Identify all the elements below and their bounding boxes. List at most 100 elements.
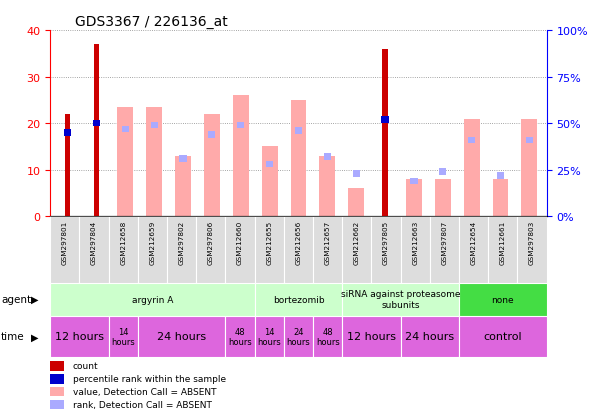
Bar <box>180 156 187 162</box>
Bar <box>382 50 388 217</box>
Bar <box>497 173 504 179</box>
Bar <box>401 316 459 357</box>
Bar <box>342 283 459 316</box>
Bar <box>372 217 401 283</box>
Bar <box>94 45 99 217</box>
Text: percentile rank within the sample: percentile rank within the sample <box>73 374 226 383</box>
Bar <box>255 217 284 283</box>
Bar <box>255 283 342 316</box>
Text: GSM297802: GSM297802 <box>178 220 184 264</box>
Text: ▶: ▶ <box>31 332 38 342</box>
Bar <box>284 316 313 357</box>
Text: count: count <box>73 361 98 370</box>
Text: argyrin A: argyrin A <box>132 295 173 304</box>
Bar <box>233 96 249 217</box>
Bar <box>266 161 273 168</box>
Text: GSM212658: GSM212658 <box>120 220 126 264</box>
Bar <box>381 117 389 123</box>
Text: 24
hours: 24 hours <box>287 327 310 346</box>
Bar <box>430 217 459 283</box>
Text: 48
hours: 48 hours <box>228 327 252 346</box>
Bar <box>50 361 64 371</box>
Bar <box>255 316 284 357</box>
Text: GSM212662: GSM212662 <box>354 220 360 264</box>
Bar <box>109 316 138 357</box>
Bar <box>262 147 278 217</box>
Bar <box>204 114 220 217</box>
Bar <box>435 180 451 217</box>
Bar <box>319 157 335 217</box>
Bar <box>406 180 422 217</box>
Bar <box>526 138 533 144</box>
Bar <box>401 217 430 283</box>
Bar <box>151 123 158 129</box>
Bar <box>50 283 255 316</box>
Bar <box>64 130 71 136</box>
Bar <box>295 128 302 135</box>
Bar <box>50 374 64 384</box>
Bar <box>225 316 255 357</box>
Text: GSM297807: GSM297807 <box>441 220 447 264</box>
Bar <box>175 157 191 217</box>
Bar <box>459 316 547 357</box>
Text: GSM212654: GSM212654 <box>470 220 477 264</box>
Bar <box>410 178 417 185</box>
Text: value, Detection Call = ABSENT: value, Detection Call = ABSENT <box>73 387 216 396</box>
Text: GSM212660: GSM212660 <box>237 220 243 264</box>
Bar <box>353 171 360 177</box>
Text: 12 hours: 12 hours <box>347 332 396 342</box>
Bar <box>342 316 401 357</box>
Bar <box>138 316 225 357</box>
Bar <box>492 180 508 217</box>
Text: 14
hours: 14 hours <box>257 327 281 346</box>
Bar <box>50 217 79 283</box>
Bar <box>464 119 479 217</box>
Text: GSM212656: GSM212656 <box>296 220 301 264</box>
Text: GSM297805: GSM297805 <box>383 220 389 264</box>
Text: bortezomib: bortezomib <box>272 295 324 304</box>
Bar <box>342 217 372 283</box>
Text: agent: agent <box>1 294 31 304</box>
Text: GSM212661: GSM212661 <box>500 220 506 264</box>
Text: rank, Detection Call = ABSENT: rank, Detection Call = ABSENT <box>73 400 212 409</box>
Bar <box>237 123 244 129</box>
Bar <box>284 217 313 283</box>
Bar <box>518 217 547 283</box>
Bar <box>225 217 255 283</box>
Bar <box>146 108 162 217</box>
Text: ▶: ▶ <box>31 294 38 304</box>
Text: control: control <box>483 332 522 342</box>
Text: 48
hours: 48 hours <box>316 327 340 346</box>
Text: GDS3367 / 226136_at: GDS3367 / 226136_at <box>75 14 228 28</box>
Text: siRNA against proteasome
subunits: siRNA against proteasome subunits <box>341 290 460 309</box>
Bar <box>65 114 70 217</box>
Bar <box>348 189 364 217</box>
Bar <box>50 400 64 409</box>
Text: 24 hours: 24 hours <box>405 332 454 342</box>
Bar <box>521 119 537 217</box>
Bar <box>439 169 446 176</box>
Bar <box>459 217 488 283</box>
Bar <box>167 217 196 283</box>
Bar <box>313 217 342 283</box>
Text: GSM297803: GSM297803 <box>529 220 535 264</box>
Bar <box>50 387 64 396</box>
Bar <box>118 108 133 217</box>
Text: GSM212657: GSM212657 <box>324 220 330 264</box>
Bar <box>324 154 331 161</box>
Text: time: time <box>1 332 25 342</box>
Bar <box>488 217 518 283</box>
Bar <box>459 283 547 316</box>
Text: 24 hours: 24 hours <box>157 332 206 342</box>
Text: GSM212655: GSM212655 <box>267 220 272 264</box>
Bar <box>93 121 100 127</box>
Text: none: none <box>492 295 514 304</box>
Bar <box>468 138 475 144</box>
Bar <box>291 101 306 217</box>
Bar <box>50 316 109 357</box>
Bar <box>196 217 225 283</box>
Text: GSM212663: GSM212663 <box>413 220 418 264</box>
Text: GSM212659: GSM212659 <box>150 220 155 264</box>
Text: GSM297801: GSM297801 <box>62 220 68 264</box>
Text: GSM297804: GSM297804 <box>91 220 97 264</box>
